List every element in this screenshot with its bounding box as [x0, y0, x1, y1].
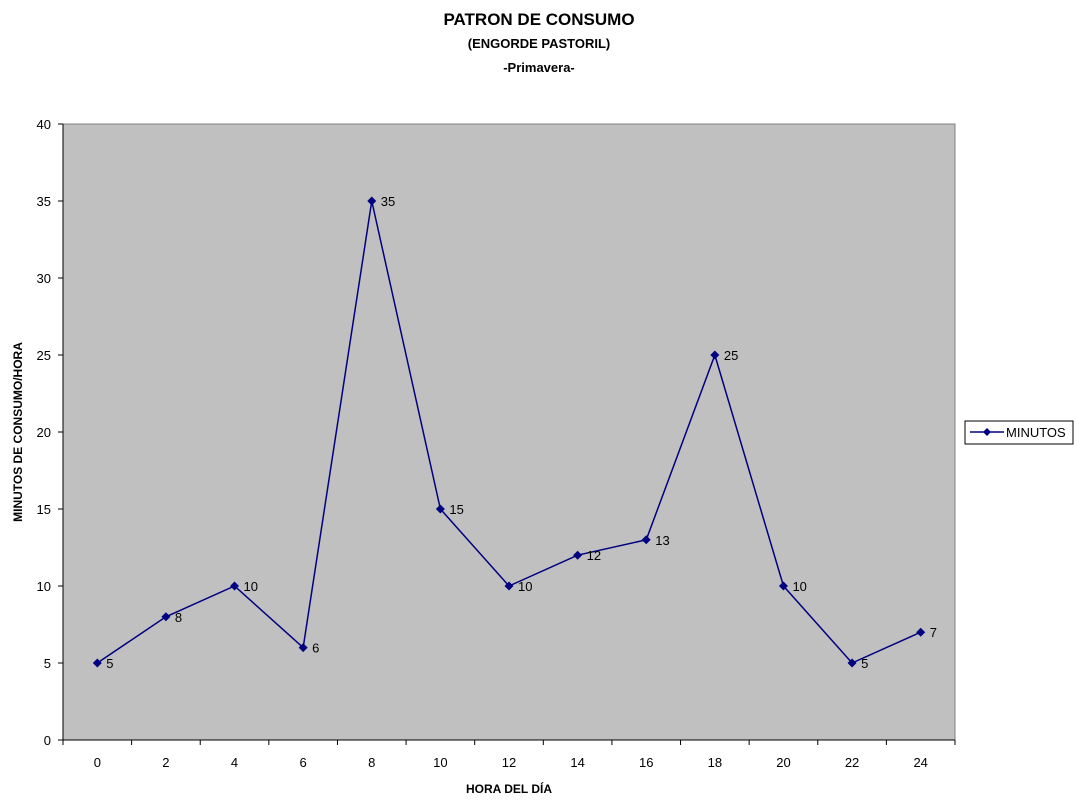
- data-point-marker: [298, 643, 308, 653]
- data-point-marker: [161, 612, 171, 622]
- data-label: 10: [244, 579, 258, 594]
- data-label: 5: [106, 656, 113, 671]
- y-tick-label: 25: [37, 348, 51, 363]
- x-tick-label: 12: [502, 755, 516, 770]
- chart-title: PATRON DE CONSUMO: [443, 10, 634, 29]
- data-point-marker: [641, 535, 651, 545]
- data-point-marker: [230, 581, 240, 591]
- data-label: 15: [449, 502, 463, 517]
- data-point-marker: [367, 196, 377, 206]
- data-label: 5: [861, 656, 868, 671]
- x-tick-label: 10: [433, 755, 447, 770]
- data-point-marker: [92, 658, 102, 668]
- data-point-marker: [573, 550, 583, 560]
- data-point-marker: [916, 627, 926, 637]
- x-tick-label: 6: [300, 755, 307, 770]
- legend-box: [964, 420, 1074, 445]
- y-tick-label: 15: [37, 502, 51, 517]
- data-label: 8: [175, 610, 182, 625]
- y-tick-label: 20: [37, 425, 51, 440]
- y-tick-label: 40: [37, 117, 51, 132]
- x-tick-label: 8: [368, 755, 375, 770]
- data-label: 7: [930, 625, 937, 640]
- data-label: 13: [655, 533, 669, 548]
- x-tick-label: 0: [94, 755, 101, 770]
- data-point-marker: [435, 504, 445, 514]
- y-tick-label: 35: [37, 194, 51, 209]
- x-tick-label: 16: [639, 755, 653, 770]
- data-label: 10: [518, 579, 532, 594]
- y-tick-label: 30: [37, 271, 51, 286]
- x-tick-label: 24: [913, 755, 927, 770]
- y-tick-label: 10: [37, 579, 51, 594]
- legend-label: MINUTOS: [1006, 425, 1066, 440]
- x-tick-label: 4: [231, 755, 238, 770]
- data-point-marker: [778, 581, 788, 591]
- y-tick-label: 0: [44, 733, 51, 748]
- data-label: 12: [587, 548, 601, 563]
- x-tick-label: 22: [845, 755, 859, 770]
- x-axis-title: HORA DEL DÍA: [466, 781, 552, 796]
- legend-marker: [983, 428, 991, 436]
- data-label: 10: [792, 579, 806, 594]
- legend: MINUTOS: [964, 420, 1074, 445]
- chart-subtitle: (ENGORDE PASTORIL): [468, 36, 611, 51]
- y-tick-label: 5: [44, 656, 51, 671]
- data-label: 35: [381, 194, 395, 209]
- data-point-marker: [504, 581, 514, 591]
- x-tick-label: 2: [162, 755, 169, 770]
- x-tick-label: 20: [776, 755, 790, 770]
- chart-subtitle-season: -Primavera-: [503, 60, 575, 75]
- plot-area: [62, 123, 956, 741]
- x-tick-label: 14: [570, 755, 584, 770]
- x-tick-label: 18: [708, 755, 722, 770]
- data-label: 6: [312, 641, 319, 656]
- y-axis-title: MINUTOS DE CONSUMO/HORA: [11, 342, 25, 522]
- data-label: 25: [724, 348, 738, 363]
- data-point-marker: [710, 350, 720, 360]
- data-point-marker: [847, 658, 857, 668]
